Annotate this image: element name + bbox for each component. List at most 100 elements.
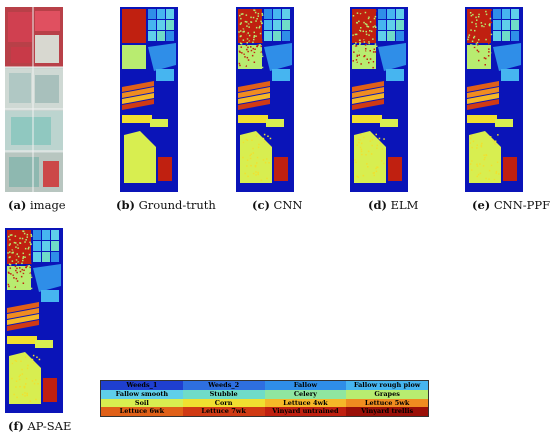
map-region — [396, 31, 404, 41]
noise-pixel — [12, 248, 14, 250]
noise-pixel — [258, 27, 261, 29]
noise-pixel — [243, 53, 245, 55]
noise-pixel — [354, 35, 357, 38]
noise-pixel — [493, 140, 495, 143]
map-region — [396, 9, 404, 19]
noise-pixel — [25, 241, 27, 244]
noise-pixel — [245, 138, 248, 141]
noise-pixel — [493, 178, 496, 181]
noise-pixel — [471, 9, 473, 11]
noise-pixel — [29, 260, 32, 262]
noise-pixel — [248, 29, 250, 32]
noise-pixel — [30, 262, 32, 265]
noise-pixel — [480, 145, 483, 148]
noise-pixel — [15, 274, 17, 277]
noise-pixel — [261, 55, 264, 58]
noise-pixel — [352, 32, 354, 34]
noise-pixel — [362, 174, 365, 177]
noise-pixel — [490, 33, 493, 36]
noise-pixel — [365, 30, 367, 33]
noise-pixel — [360, 54, 362, 57]
noise-pixel — [355, 45, 358, 47]
noise-pixel — [488, 42, 490, 45]
noise-pixel — [255, 135, 258, 137]
map-region — [157, 20, 165, 30]
noise-pixel — [16, 396, 18, 399]
noise-pixel — [257, 49, 260, 52]
noise-pixel — [250, 46, 252, 48]
noise-pixel — [260, 61, 262, 63]
noise-pixel — [19, 385, 21, 388]
noise-pixel — [11, 286, 13, 289]
noise-pixel — [261, 22, 263, 24]
legend-item: Fallow — [264, 381, 347, 390]
noise-pixel — [30, 287, 33, 290]
noise-pixel — [472, 13, 474, 16]
map-region — [501, 69, 519, 81]
noise-pixel — [37, 383, 39, 385]
noise-pixel — [383, 162, 385, 165]
noise-pixel — [354, 33, 357, 36]
noise-pixel — [257, 37, 260, 40]
noise-pixel — [477, 43, 479, 46]
noise-pixel — [260, 51, 262, 53]
noise-pixel — [481, 142, 483, 145]
noise-pixel — [26, 392, 28, 395]
noise-pixel — [18, 375, 20, 378]
noise-pixel — [256, 156, 259, 159]
noise-pixel — [254, 11, 257, 14]
panel-c-cnn — [236, 7, 294, 192]
panel-e-cnn-ppf — [465, 7, 523, 192]
noise-pixel — [266, 158, 268, 160]
noise-pixel — [16, 257, 18, 260]
noise-pixel — [362, 51, 364, 54]
noise-pixel — [367, 150, 370, 153]
map-region — [378, 9, 386, 19]
noise-pixel — [241, 54, 243, 56]
noise-pixel — [260, 45, 262, 48]
noise-pixel — [252, 172, 255, 175]
noise-pixel — [364, 44, 367, 46]
noise-pixel — [364, 58, 366, 60]
map-region — [467, 45, 491, 69]
noise-pixel — [467, 36, 470, 38]
noise-pixel — [479, 48, 482, 51]
map-region — [122, 45, 146, 69]
map-region — [7, 314, 39, 325]
map-region — [493, 9, 501, 19]
noise-pixel — [21, 373, 24, 375]
noise-pixel — [360, 148, 363, 151]
noise-pixel — [12, 270, 14, 272]
noise-pixel — [238, 31, 240, 33]
noise-pixel — [251, 54, 254, 57]
noise-pixel — [23, 386, 25, 388]
noise-pixel — [353, 32, 356, 34]
noise-pixel — [30, 276, 33, 279]
map-region — [33, 230, 41, 240]
legend-item: Lettuce 5wk — [346, 398, 428, 408]
noise-pixel — [238, 62, 241, 65]
noise-pixel — [473, 35, 476, 38]
noise-pixel — [258, 33, 261, 35]
noise-pixel — [368, 42, 370, 45]
noise-pixel — [375, 10, 377, 12]
noise-pixel — [238, 10, 240, 12]
noise-pixel — [366, 36, 368, 38]
noise-pixel — [381, 160, 383, 162]
noise-pixel — [262, 159, 265, 161]
map-region — [122, 87, 154, 98]
noise-pixel — [24, 395, 26, 397]
noise-pixel — [469, 142, 471, 144]
noise-pixel — [477, 173, 480, 176]
noise-pixel — [247, 9, 250, 11]
map-region — [148, 31, 156, 41]
noise-pixel — [8, 235, 10, 238]
noise-pixel — [239, 21, 241, 23]
noise-pixel — [257, 12, 260, 15]
noise-pixel — [263, 141, 266, 143]
map-region — [7, 336, 37, 344]
noise-pixel — [487, 31, 490, 34]
noise-pixel — [364, 27, 367, 30]
noise-pixel — [352, 15, 355, 17]
noise-pixel — [253, 9, 256, 12]
